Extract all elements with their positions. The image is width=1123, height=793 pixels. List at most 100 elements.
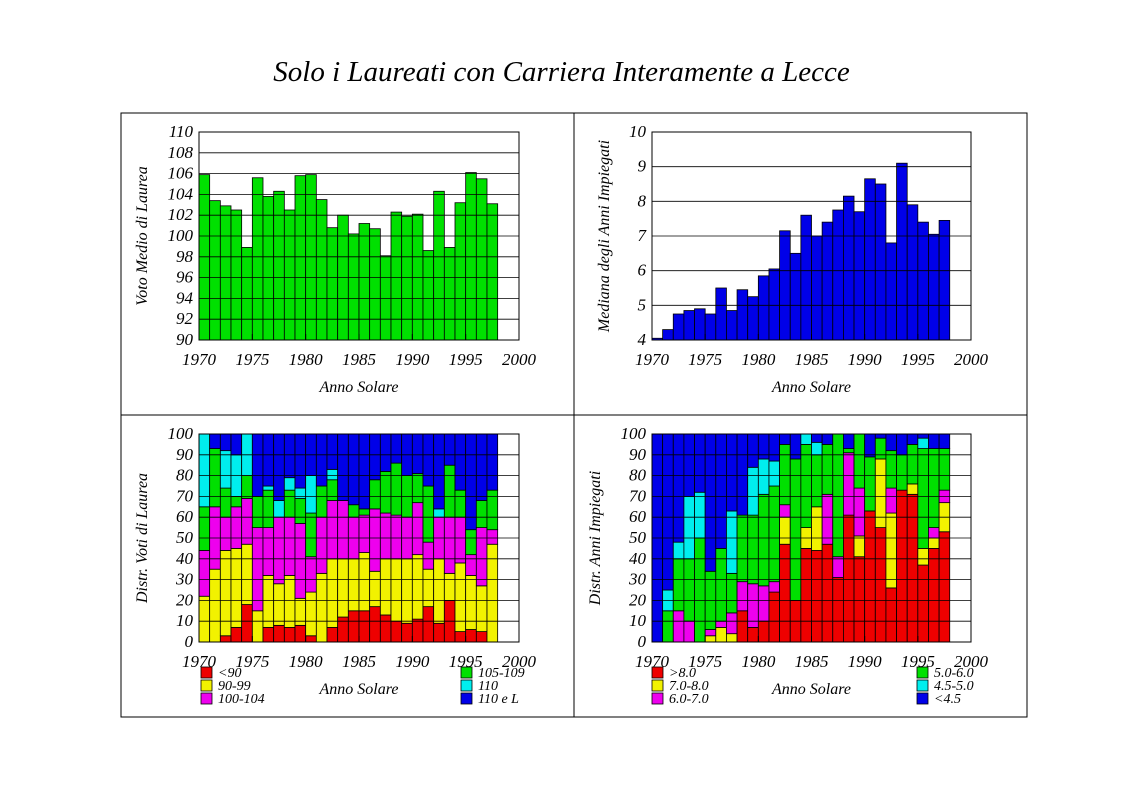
bar-segment <box>283 477 296 491</box>
bar-segment <box>358 514 371 553</box>
bar-segment <box>294 487 307 499</box>
bar-segment <box>811 441 823 456</box>
bar-segment <box>294 624 307 643</box>
y-tick-label: 80 <box>629 466 647 485</box>
bar-segment <box>475 500 488 528</box>
bar-segment <box>715 620 727 628</box>
bar-segment <box>885 450 897 489</box>
bar-segment <box>917 564 929 643</box>
bar-segment <box>379 512 392 560</box>
bar-segment <box>800 548 812 643</box>
bar-segment <box>209 433 221 449</box>
bar-segment <box>230 506 243 549</box>
legend: >8.07.0-8.06.0-7.0 5.0-6.04.5-5.0<4.5 <box>651 666 974 707</box>
legend-swatch <box>651 679 664 692</box>
bar <box>251 177 264 341</box>
bar-segment <box>475 433 488 501</box>
bar-segment <box>315 433 328 487</box>
bar-segment <box>219 550 232 637</box>
bar-segment <box>475 527 488 587</box>
x-tick-label: 1975 <box>688 652 722 671</box>
legend-label: 90-99 <box>218 679 251 694</box>
legend-label: 105-109 <box>478 666 525 681</box>
bar-segment <box>401 622 413 643</box>
bar-segment <box>757 585 770 622</box>
bar-segment <box>683 495 695 560</box>
bar <box>811 235 823 341</box>
bar-segment <box>906 483 919 495</box>
bar-segment <box>736 433 749 516</box>
bar-segment <box>262 627 275 643</box>
y-tick-label: 106 <box>168 164 194 183</box>
bar-segment <box>726 633 738 643</box>
bar <box>305 174 317 341</box>
legend-swatch <box>651 692 664 705</box>
bar-segment <box>379 433 392 472</box>
bar-segment <box>715 433 727 549</box>
bar <box>832 209 844 341</box>
y-tick-label: 30 <box>175 570 194 589</box>
bar-segment <box>305 591 317 637</box>
bar-segment <box>486 529 499 545</box>
bar-segment <box>885 587 897 643</box>
bar-segment <box>209 448 221 508</box>
y-tick-label: 10 <box>629 611 647 630</box>
x-tick-label: 1995 <box>449 652 483 671</box>
bar-segment <box>251 527 264 612</box>
bar-segment <box>326 558 339 628</box>
bar-segment <box>369 508 381 572</box>
bar-segment <box>198 595 211 643</box>
bar-segment <box>704 629 717 637</box>
bar-segment <box>906 493 919 643</box>
y-tick-label: 30 <box>628 570 647 589</box>
bar-segment <box>853 556 866 643</box>
bar <box>789 252 802 341</box>
bar-segment <box>811 550 823 643</box>
bar-segment <box>938 433 951 449</box>
bar-segment <box>843 433 855 449</box>
legend-label: 110 e L <box>478 692 519 707</box>
x-tick-label: 1980 <box>289 652 324 671</box>
bar-segment <box>305 556 317 593</box>
bar-segment <box>747 433 759 468</box>
bar-segment <box>928 548 940 643</box>
y-tick-label: 9 <box>638 157 647 176</box>
bar-segment <box>262 433 275 487</box>
y-tick-label: 10 <box>629 122 647 141</box>
bar-segment <box>928 527 940 539</box>
y-tick-label: 102 <box>168 205 194 224</box>
bar-segment <box>864 456 876 512</box>
y-tick-label: 60 <box>629 507 647 526</box>
bar-segment <box>390 514 403 560</box>
bar-segment <box>273 583 285 626</box>
y-tick-label: 100 <box>168 424 194 443</box>
bar-segment <box>241 543 253 605</box>
bar-segment <box>885 433 897 452</box>
bar-segment <box>938 531 951 643</box>
y-tick-label: 50 <box>176 528 194 547</box>
bar-segment <box>454 489 467 518</box>
legend-swatch <box>460 692 473 705</box>
bar <box>757 275 770 341</box>
y-tick-label: 110 <box>169 122 194 141</box>
y-axis-label: Distr. Voti di Laurea <box>134 473 151 604</box>
y-tick-label: 5 <box>638 295 647 314</box>
bar <box>694 308 706 341</box>
bar-segment <box>906 433 919 445</box>
bar-segment <box>672 558 685 612</box>
bar-segment <box>273 500 285 518</box>
bar <box>853 211 866 341</box>
bar-segment <box>672 433 685 543</box>
legend-label: >8.0 <box>669 666 696 681</box>
bar <box>800 214 812 341</box>
bar <box>443 247 456 341</box>
bar <box>864 178 876 341</box>
bar-segment <box>273 624 285 643</box>
bar <box>683 310 695 341</box>
bar <box>422 250 435 341</box>
bar <box>347 233 360 341</box>
bar <box>198 174 211 341</box>
bar-segment <box>715 548 727 622</box>
bar-segment <box>230 495 243 508</box>
